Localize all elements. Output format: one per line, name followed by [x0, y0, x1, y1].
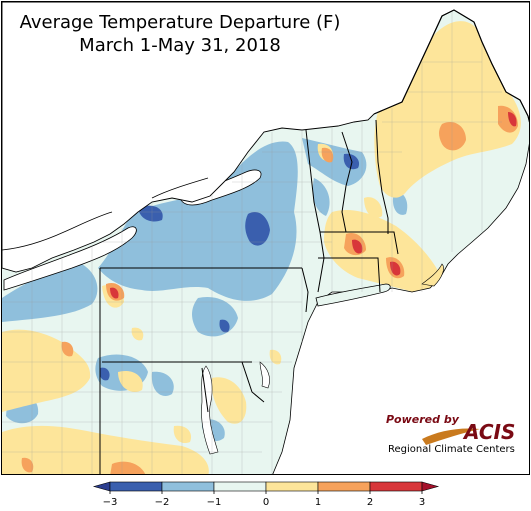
map-frame: [1, 1, 530, 475]
map-title: Average Temperature Departure (F): [19, 12, 341, 33]
lake-erie: [3, 226, 137, 291]
logo-acis: ACIS: [464, 420, 516, 444]
legend-tick-label: 0: [263, 497, 269, 508]
cape-cod: [421, 263, 444, 287]
lake-ontario-north: [151, 177, 209, 199]
legend-ticks: −3 −2 −1 0 1 2 3: [103, 491, 425, 508]
acis-logo: Powered by ACIS Regional Climate Centers: [384, 413, 524, 458]
legend-bin: [265, 481, 319, 492]
legend-bin: [213, 481, 267, 492]
legend-bins: [92, 481, 440, 492]
legend-bin: [109, 481, 163, 492]
color-legend: −3 −2 −1 0 1 2 3: [92, 481, 440, 508]
legend-bin: [369, 481, 423, 492]
legend-tick-label: 1: [315, 497, 321, 508]
legend-tick-label: −2: [155, 497, 170, 508]
logo-tagline: Regional Climate Centers: [388, 444, 515, 455]
map-subtitle: March 1-May 31, 2018: [79, 35, 281, 56]
logo-swoosh-icon: [422, 428, 480, 445]
lake-huron-shore: [2, 211, 113, 251]
delaware-bay: [259, 361, 270, 389]
coastline: [373, 9, 529, 123]
legend-tick-label: 3: [419, 497, 425, 508]
temperature-departure-map: [2, 2, 529, 474]
legend-over-arrow: [421, 481, 440, 492]
legend-tick-label: −3: [103, 497, 118, 508]
logo-powered-by: Powered by: [386, 413, 459, 426]
legend-tick-label: −1: [207, 497, 222, 508]
long-island: [315, 283, 391, 307]
legend-tick-label: 2: [367, 497, 373, 508]
state-boundaries: [99, 119, 399, 474]
legend-bin: [161, 481, 215, 492]
legend-bin: [317, 481, 371, 492]
legend-under-arrow: [92, 481, 111, 492]
